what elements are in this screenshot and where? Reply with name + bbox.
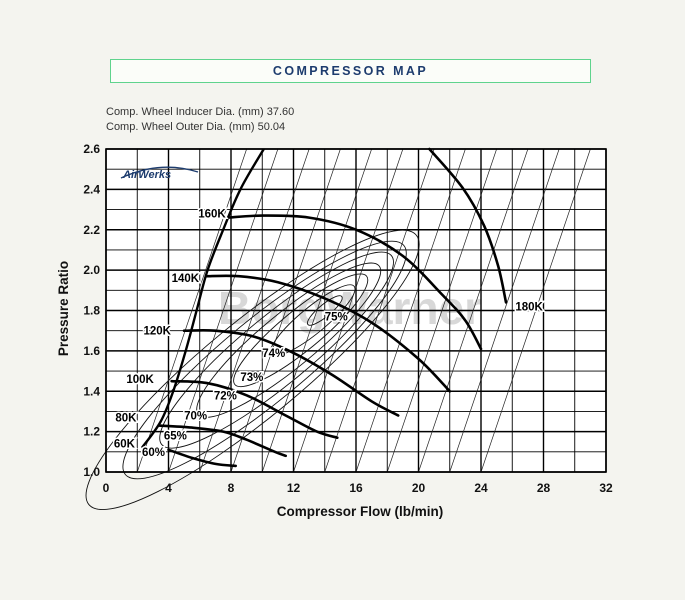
y-tick-label: 1.0 — [83, 465, 100, 479]
speed-label-160k: 160K — [198, 209, 226, 221]
speed-line-80k — [157, 424, 287, 458]
speed-label-100k: 100K — [126, 374, 154, 386]
speed-line-160k — [226, 214, 483, 351]
speed-label-120k: 120K — [144, 326, 172, 338]
speed-label-80k: 80K — [115, 412, 137, 424]
speed-label-60k: 60K — [114, 439, 136, 451]
speed-line-120k — [182, 328, 400, 417]
airwerks-logo: AirWerks — [120, 166, 199, 181]
speed-lines — [157, 147, 508, 468]
y-tick-label: 1.8 — [83, 304, 100, 318]
efficiency-island-75 — [306, 295, 343, 326]
x-tick-label: 28 — [537, 481, 551, 495]
efficiency-island-65 — [122, 240, 407, 480]
y-tick-label: 1.6 — [83, 344, 100, 358]
y-tick-label: 2.0 — [83, 263, 100, 277]
guide-line — [480, 148, 591, 473]
efficiency-island-72 — [196, 262, 382, 418]
efficiency-label-74: 74% — [262, 348, 285, 360]
guide-line — [386, 148, 497, 473]
speed-line-180k — [428, 147, 508, 304]
efficiency-label-75: 75% — [325, 312, 348, 324]
x-axis-title: Compressor Flow (lb/min) — [277, 504, 444, 519]
outer-diameter-spec: Comp. Wheel Outer Dia. (mm) 50.04 — [106, 121, 286, 133]
inducer-diameter-spec: Comp. Wheel Inducer Dia. (mm) 37.60 — [106, 106, 295, 118]
guide-line — [136, 148, 247, 473]
chart-title: COMPRESSOR MAP — [272, 64, 429, 78]
guide-line — [168, 148, 279, 473]
y-axis-title: Pressure Ratio — [56, 261, 71, 356]
efficiency-island-73 — [233, 273, 369, 388]
efficiency-label-60: 60% — [142, 447, 165, 459]
chart-title-box: COMPRESSOR MAP — [110, 59, 591, 83]
guide-line — [449, 148, 560, 473]
guide-line — [199, 148, 310, 473]
y-tick-label: 2.6 — [83, 142, 100, 156]
y-tick-label: 1.4 — [83, 384, 100, 398]
logo-text: AirWerks — [122, 169, 171, 181]
plot-border — [105, 148, 607, 473]
x-tick-label: 4 — [165, 481, 172, 495]
speed-line-100k — [170, 379, 339, 439]
surge-line — [140, 148, 265, 449]
speed-line-140k — [204, 274, 452, 393]
guide-line — [230, 148, 341, 473]
axes: 0 4 8 12 16 20 24 28 32 1.0 1.2 1.4 1.6 1.8 2.0 2.2 2.4 2… — [56, 142, 613, 519]
x-tick-label: 12 — [287, 481, 301, 495]
x-tick-label: 0 — [103, 481, 110, 495]
efficiency-label-72: 72% — [214, 390, 237, 402]
efficiency-island-70 — [159, 251, 394, 449]
guide-line — [324, 148, 435, 473]
efficiency-label-73: 73% — [240, 372, 263, 384]
chart-labels: 60K 80K 100K 120K 140K 160K 180K 60% 65% 70% 72%73… — [112, 207, 545, 460]
efficiency-label-70: 70% — [184, 410, 207, 422]
y-tick-label: 1.2 — [83, 425, 100, 439]
guide-line — [261, 148, 372, 473]
guide-line — [355, 148, 466, 473]
y-tick-label: 2.4 — [83, 182, 100, 196]
speed-line-60k — [167, 448, 237, 468]
speed-label-140k: 140K — [172, 273, 200, 285]
x-tick-label: 32 — [599, 481, 613, 495]
efficiency-island-74 — [269, 284, 356, 357]
x-tick-label: 20 — [412, 481, 426, 495]
x-tick-label: 16 — [349, 481, 363, 495]
y-tick-label: 2.2 — [83, 223, 100, 237]
x-tick-label: 8 — [228, 481, 235, 495]
guide-line — [418, 148, 529, 473]
x-tick-label: 24 — [474, 481, 488, 495]
speed-label-180k: 180K — [515, 301, 543, 313]
efficiency-island-60 — [85, 229, 420, 511]
logo-swoosh — [120, 166, 199, 179]
efficiency-label-65: 65% — [164, 431, 187, 443]
